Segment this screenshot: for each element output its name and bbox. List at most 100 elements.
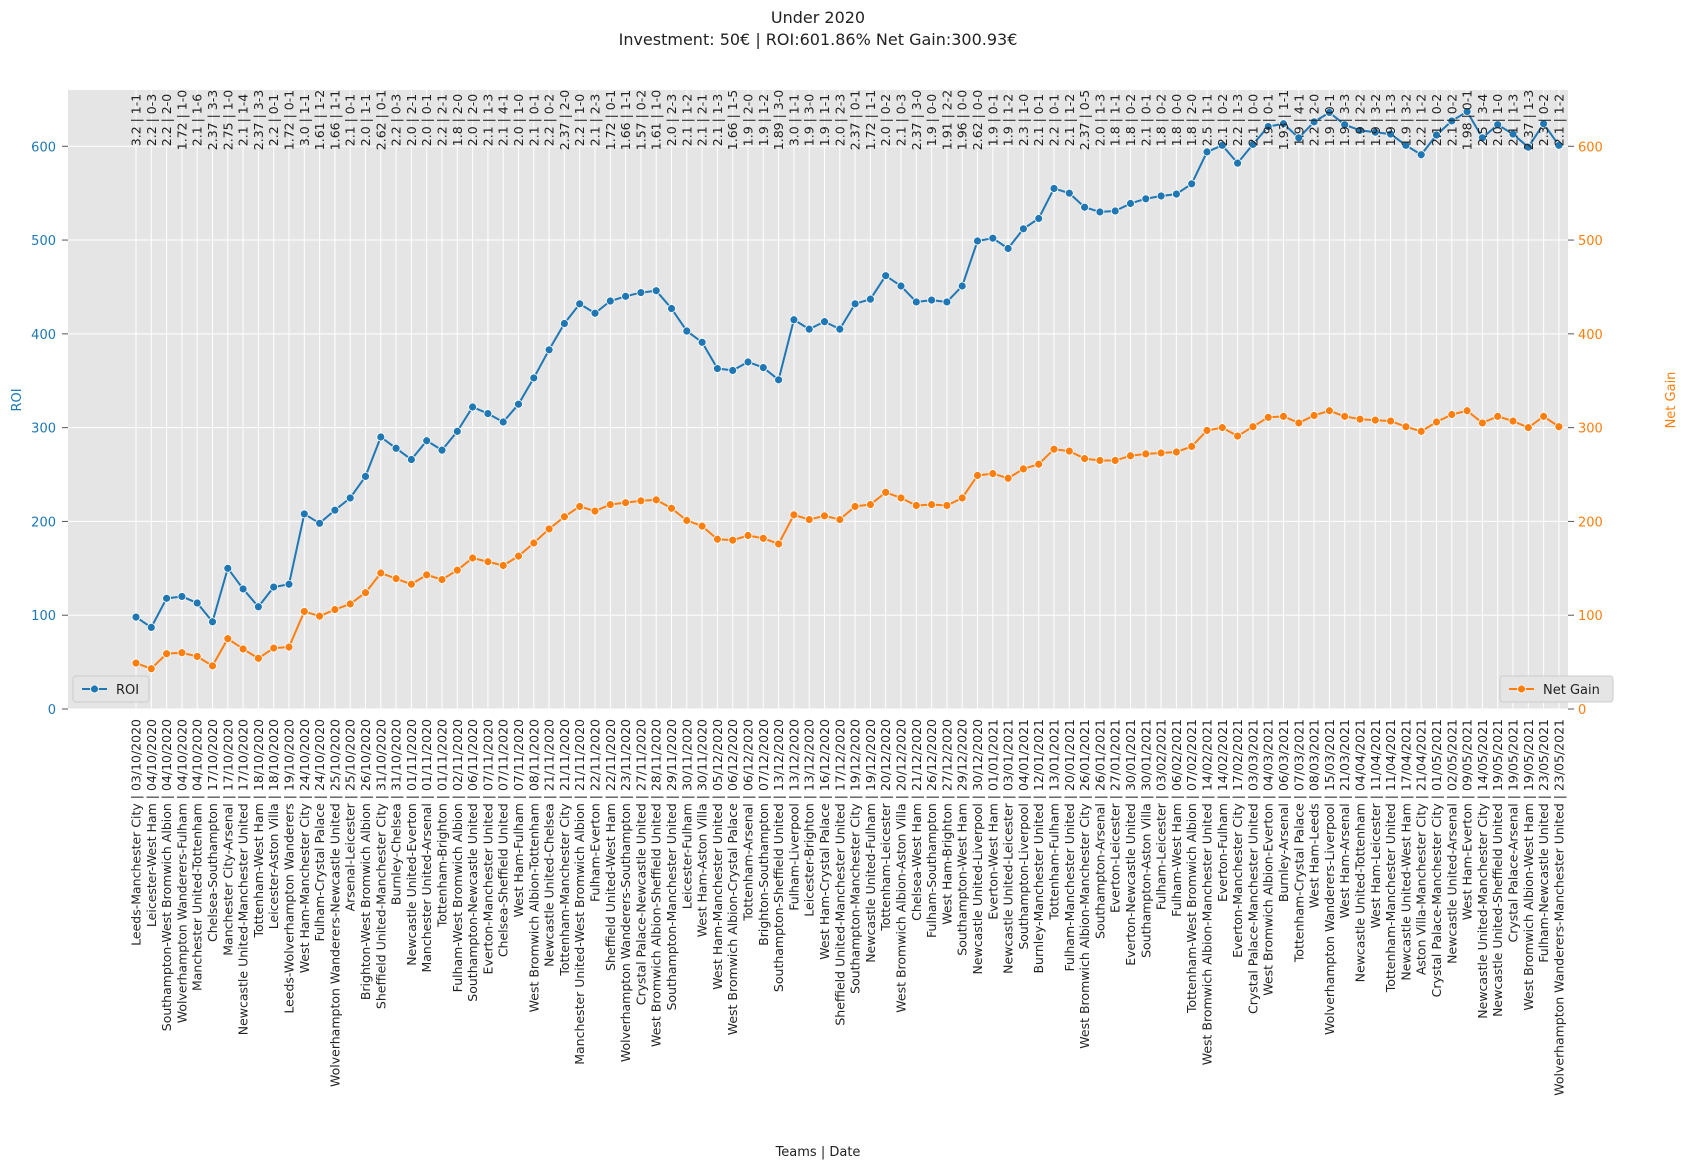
net-gain-point [1523, 423, 1533, 433]
x-tick-label-top: 2.2 | 2-0 [159, 94, 174, 147]
roi-point [866, 294, 875, 304]
y-tick-label-right: 200 [1578, 515, 1603, 530]
net-gain-point [1539, 411, 1548, 421]
x-tick-label-top: 2.2 | 1-0 [572, 94, 587, 147]
x-tick-label: Everton-Manchester City | 17/02/2021 [1230, 719, 1245, 958]
net-gain-point [330, 605, 340, 614]
net-gain-point [498, 561, 508, 570]
x-tick-label-top: 1.96 | 0-0 [955, 90, 970, 150]
net-gain-point [927, 500, 936, 509]
roi-point [422, 436, 432, 446]
roi-point [1141, 194, 1151, 204]
x-tick-label-top: 2.1 | 0-1 [1031, 94, 1046, 146]
net-gain-point [1126, 451, 1135, 461]
x-tick-label-top: 1.66 | 1-1 [618, 90, 633, 150]
net-gain-point [866, 500, 875, 509]
roi-point [911, 297, 921, 307]
net-gain-point [391, 574, 401, 584]
x-tick-label-top: 2.0 | 2-3 [664, 94, 679, 146]
net-gain-point [1110, 456, 1120, 465]
x-tick-label: Chelsea-Sheffield United | 07/11/2020 [496, 719, 511, 957]
y-tick-label-right: 100 [1578, 609, 1603, 624]
x-tick-label-top: 1.9 | 4-1 [1291, 94, 1306, 146]
roi-point [896, 281, 906, 291]
net-gain-point [636, 496, 646, 506]
net-gain-point [422, 570, 432, 580]
legend-net-gain: Net Gain [1499, 675, 1614, 703]
x-tick-label: Fulham-Southampton | 26/12/2020 [924, 719, 939, 938]
net-gain-line [135, 409, 1560, 670]
x-tick-label-top: 2.1 | 1-4 [236, 94, 251, 147]
net-gain-point [1049, 444, 1059, 454]
x-tick-label: West Bromwich Albion-Manchester City | 2… [1077, 719, 1092, 1049]
x-tick-label: West Bromwich Albion-Aston Villa | 20/12… [894, 719, 909, 1013]
net-gain-point [713, 534, 722, 544]
roi-point [1554, 140, 1564, 150]
net-gain-point [621, 498, 630, 508]
net-gain-point [253, 653, 263, 663]
x-tick-label: Tottenham-Fulham | 13/01/2021 [1047, 719, 1062, 921]
x-tick-label-top: 2.1 | 2-3 [588, 94, 603, 146]
legend-roi-label: ROI [116, 683, 139, 698]
x-tick-label-top: 1.9 | 3-0 [802, 94, 817, 147]
roi-point [1187, 179, 1197, 189]
roi-point [973, 236, 982, 246]
y-axis-label-left: ROI [10, 388, 25, 411]
roi-point [1493, 120, 1503, 130]
roi-point [1478, 133, 1487, 143]
roi-point [452, 426, 462, 436]
x-tick-label-top: 1.8 | 2-0 [1184, 94, 1199, 147]
roi-point [1095, 207, 1105, 217]
net-gain-point [284, 642, 294, 652]
roi-point [621, 291, 630, 301]
net-gain-point [697, 521, 707, 531]
net-gain-point [728, 535, 738, 545]
roi-point [713, 364, 722, 373]
net-gain-point [881, 487, 891, 497]
roi-point [1462, 107, 1472, 116]
net-gain-point [208, 661, 217, 671]
net-gain-point [1248, 422, 1258, 432]
x-tick-label-top: 1.9 | 2-2 [1353, 94, 1368, 146]
net-gain-point [1217, 423, 1227, 433]
x-tick-label-top: 2.0 | 1-0 [1490, 94, 1505, 147]
roi-point [651, 286, 661, 296]
roi-point [483, 409, 493, 418]
net-gain-point [1233, 431, 1242, 441]
roi-point [560, 319, 569, 328]
x-tick-label: Arsenal-Leicester | 25/10/2020 [343, 719, 358, 911]
x-tick-label: Wolverhampton Wanderers-Manchester Unite… [1551, 719, 1566, 1096]
net-gain-point [942, 501, 952, 510]
roi-point [406, 455, 416, 464]
x-tick-label: Newcastle United-West Ham | 17/04/2021 [1398, 719, 1413, 981]
x-tick-label: Crystal Palace-Manchester City | 01/05/2… [1429, 719, 1444, 997]
roi-point [376, 432, 386, 442]
x-tick-label: Burnley-Chelsea | 31/10/2020 [389, 719, 404, 905]
x-tick-label: Newcastle United-Tottenham | 04/04/2021 [1353, 719, 1368, 982]
net-gain-point [1401, 422, 1411, 432]
roi-point [697, 337, 707, 347]
plot-area [68, 90, 1568, 709]
x-tick-label: West Ham-Crystal Palace | 16/12/2020 [817, 719, 832, 960]
x-tick-label: West Ham-Arsenal | 21/03/2021 [1337, 719, 1352, 918]
x-tick-label: West Ham-Manchester United | 05/12/2020 [710, 719, 725, 990]
x-tick-label: Tottenham-West Bromwich Albion | 07/02/2… [1184, 719, 1199, 1014]
x-tick-label: Sheffield United-Manchester City | 31/10… [373, 719, 388, 1009]
x-tick-label: West Ham-Manchester City | 24/10/2020 [297, 719, 312, 973]
x-tick-label-top: 2.0 | 1-3 [1092, 94, 1107, 146]
series-lines [135, 110, 1560, 670]
net-gain-point [514, 551, 523, 561]
x-tick-label: Burnley-Manchester United | 12/01/2021 [1031, 719, 1046, 974]
roi-point [1432, 130, 1441, 140]
x-tick-label-top: 1.72 | 0-1 [603, 90, 618, 150]
x-tick-label: Fulham-Manchester United | 20/01/2021 [1062, 719, 1077, 972]
x-tick-label: Manchester United-Tottenham | 04/10/2020 [190, 719, 205, 991]
x-tick-label: Newcastle United-Manchester City | 14/05… [1475, 719, 1490, 1019]
roi-point [192, 598, 202, 608]
x-tick-label: Newcastle United-Manchester United | 17/… [236, 719, 251, 1035]
roi-point [1279, 119, 1288, 129]
x-tick-label-top: 2.1 | 1-3 [1506, 94, 1521, 146]
x-tick-label: Fulham-Everton | 22/11/2020 [588, 719, 603, 902]
roi-point [253, 602, 263, 612]
net-gain-point [957, 493, 967, 503]
